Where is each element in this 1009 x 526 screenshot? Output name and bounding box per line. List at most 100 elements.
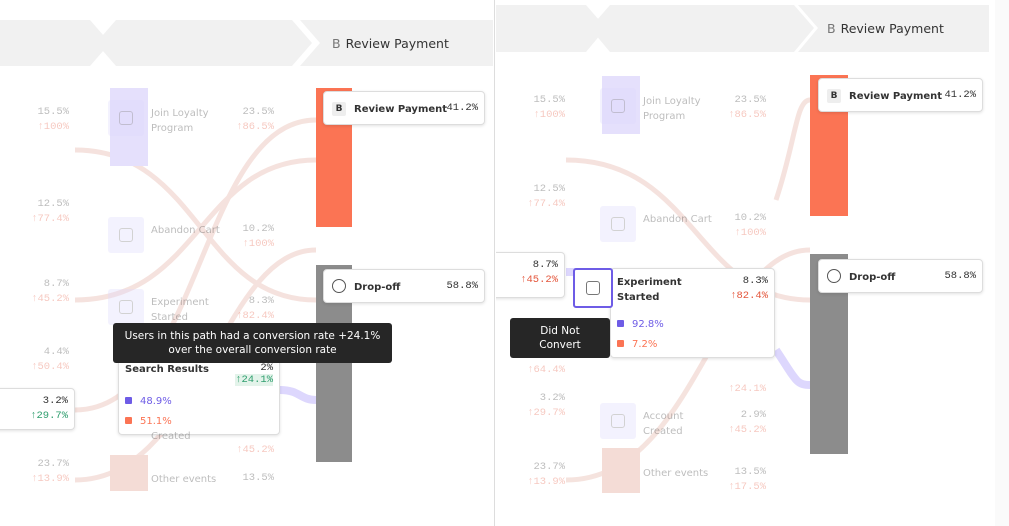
node-label: Other events: [643, 468, 709, 479]
node-change: ↑45.2%: [31, 293, 69, 305]
node-label: Review Payment: [849, 91, 943, 102]
node-percent: 12.5%: [37, 198, 69, 210]
node-change: ↑29.7%: [527, 407, 565, 419]
node-label: Experiment Started: [151, 297, 209, 323]
flow-node[interactable]: Experiment Started 8.3% ↑82.4%: [145, 289, 280, 323]
node-change: ↑82.4%: [730, 290, 768, 302]
tooltip: Did Not Convert: [510, 318, 610, 358]
node-label: Account Created: [643, 411, 684, 437]
node-percent: 13.5%: [242, 472, 274, 484]
dropoff-icon: [827, 269, 841, 283]
node-change: ↑45.2%: [520, 274, 558, 286]
node-percent: 41.2%: [446, 102, 478, 114]
node-change: ↑100%: [734, 227, 766, 239]
tooltip: Users in this path had a conversion rate…: [113, 323, 392, 363]
node-badge: B: [827, 89, 841, 103]
node-percent: 15.5%: [533, 94, 565, 106]
node-percent: 10.2%: [734, 212, 766, 224]
flow-node[interactable]: Experiment Started 8.3% ↑82.4% 92.8% 7.2%: [610, 268, 775, 358]
node-label: Other events: [151, 474, 217, 485]
flow-node[interactable]: s23.7%↑13.9%: [496, 455, 571, 489]
node-percent: 23.5%: [242, 106, 274, 118]
scrollbar[interactable]: [995, 0, 1009, 526]
event-icon: [600, 403, 636, 439]
event-icon: [600, 88, 636, 124]
node-percent: 13.5%: [734, 466, 766, 478]
flow-node[interactable]: Drop-off 58.8%: [323, 269, 485, 303]
node-change: ↑100%: [533, 109, 565, 121]
node-label: Drop-off: [849, 272, 896, 283]
node-change: ↑82.4%: [236, 310, 274, 322]
flow-node[interactable]: 12.5% ↑77.4%: [0, 192, 75, 226]
dropoff-icon: [332, 279, 346, 293]
flow-node[interactable]: lts3.2%↑29.7%: [496, 386, 571, 420]
flow-node[interactable]: ge4.4%↑50.4%: [0, 340, 75, 374]
flow-node[interactable]: Join Loyalty Program 23.5% ↑86.5%: [637, 88, 772, 122]
node-label: Created: [151, 431, 191, 442]
flow-node[interactable]: ults3.2%↑29.7%: [0, 388, 75, 430]
split-swatch: [125, 417, 132, 424]
flow-node[interactable]: B Review Payment 41.2%: [323, 91, 485, 125]
node-change: ↑29.7%: [30, 410, 68, 422]
split-swatch: [617, 320, 624, 327]
flow-node[interactable]: Account Created 2.9% ↑45.2%: [637, 403, 772, 437]
flow-node[interactable]: art15.5%↑100%: [0, 100, 75, 134]
flow-node[interactable]: rt15.5%↑100%: [496, 88, 571, 122]
node-change: ↑77.4%: [31, 213, 69, 225]
node-percent: 2%: [260, 362, 273, 374]
node-change: ↑86.5%: [728, 109, 766, 121]
node-percent: 8.7%: [43, 278, 69, 290]
node-change: ↑24.1%: [728, 383, 766, 395]
node-change: ↑50.4%: [31, 361, 69, 373]
split-value: 48.9%: [140, 396, 172, 407]
flow-node[interactable]: 12.5% ↑77.4%: [496, 177, 571, 211]
flow-node[interactable]: Other events 13.5%: [145, 466, 280, 496]
flow-node[interactable]: 8.7% ↑45.2%: [496, 252, 565, 298]
node-label: Review Payment: [354, 104, 448, 115]
node-percent: 23.5%: [734, 94, 766, 106]
node-percent: 8.3%: [742, 275, 768, 287]
node-percent: 58.8%: [944, 270, 976, 282]
node-change: ↑100%: [242, 238, 274, 250]
step-name: Review Payment: [840, 21, 944, 36]
node-percent: 41.2%: [944, 89, 976, 101]
node-label: Drop-off: [354, 282, 401, 293]
flow-node[interactable]: Search Results 2% ↑24.1% 48.9% 51.1%: [118, 355, 280, 435]
node-change: ↑45.2%: [728, 424, 766, 436]
node-label: Experiment Started: [617, 277, 682, 303]
flow-node[interactable]: Abandon Cart 10.2% ↑100%: [637, 206, 772, 240]
node-percent: 58.8%: [446, 280, 478, 292]
split-swatch: [125, 397, 132, 404]
node-percent: 12.5%: [533, 183, 565, 195]
flow-node[interactable]: Join Loyalty Program 23.5% ↑86.5%: [145, 100, 280, 134]
flow-node[interactable]: Drop-off 58.8%: [818, 259, 983, 293]
step-header: B Review Payment: [332, 36, 449, 51]
event-icon: [600, 206, 636, 242]
node-percent: 4.4%: [43, 346, 69, 358]
node-change: ↑77.4%: [527, 198, 565, 210]
event-icon: [573, 268, 613, 308]
flow-node[interactable]: ↑64.4%: [496, 343, 571, 376]
step-badge: B: [827, 21, 836, 36]
event-icon: [108, 100, 144, 136]
flow-node[interactable]: Abandon Cart 10.2% ↑100%: [145, 217, 280, 251]
node-change: ↑13.9%: [31, 473, 69, 485]
node-change: ↑86.5%: [236, 121, 274, 133]
flow-node[interactable]: Created ↑45.2%: [145, 423, 280, 456]
node-change: ↑17.5%: [728, 481, 766, 493]
split-row: 48.9%: [125, 396, 172, 407]
divider: [494, 0, 495, 526]
flow-node[interactable]: ↑24.1%: [637, 362, 772, 395]
step-badge: B: [332, 36, 341, 51]
node-badge: B: [332, 102, 346, 116]
flow-node[interactable]: B Review Payment 41.2%: [818, 78, 983, 112]
step-header: B Review Payment: [827, 21, 944, 36]
split-value: 51.1%: [140, 416, 172, 427]
flow-node[interactable]: Other events 13.5% ↑17.5%: [637, 460, 772, 494]
node-percent: 10.2%: [242, 223, 274, 235]
step-name: Review Payment: [345, 36, 449, 51]
node-percent: 8.7%: [532, 259, 558, 271]
flow-node[interactable]: y8.7%↑45.2%: [0, 272, 75, 306]
flow-node[interactable]: ents23.7%↑13.9%: [0, 452, 75, 486]
